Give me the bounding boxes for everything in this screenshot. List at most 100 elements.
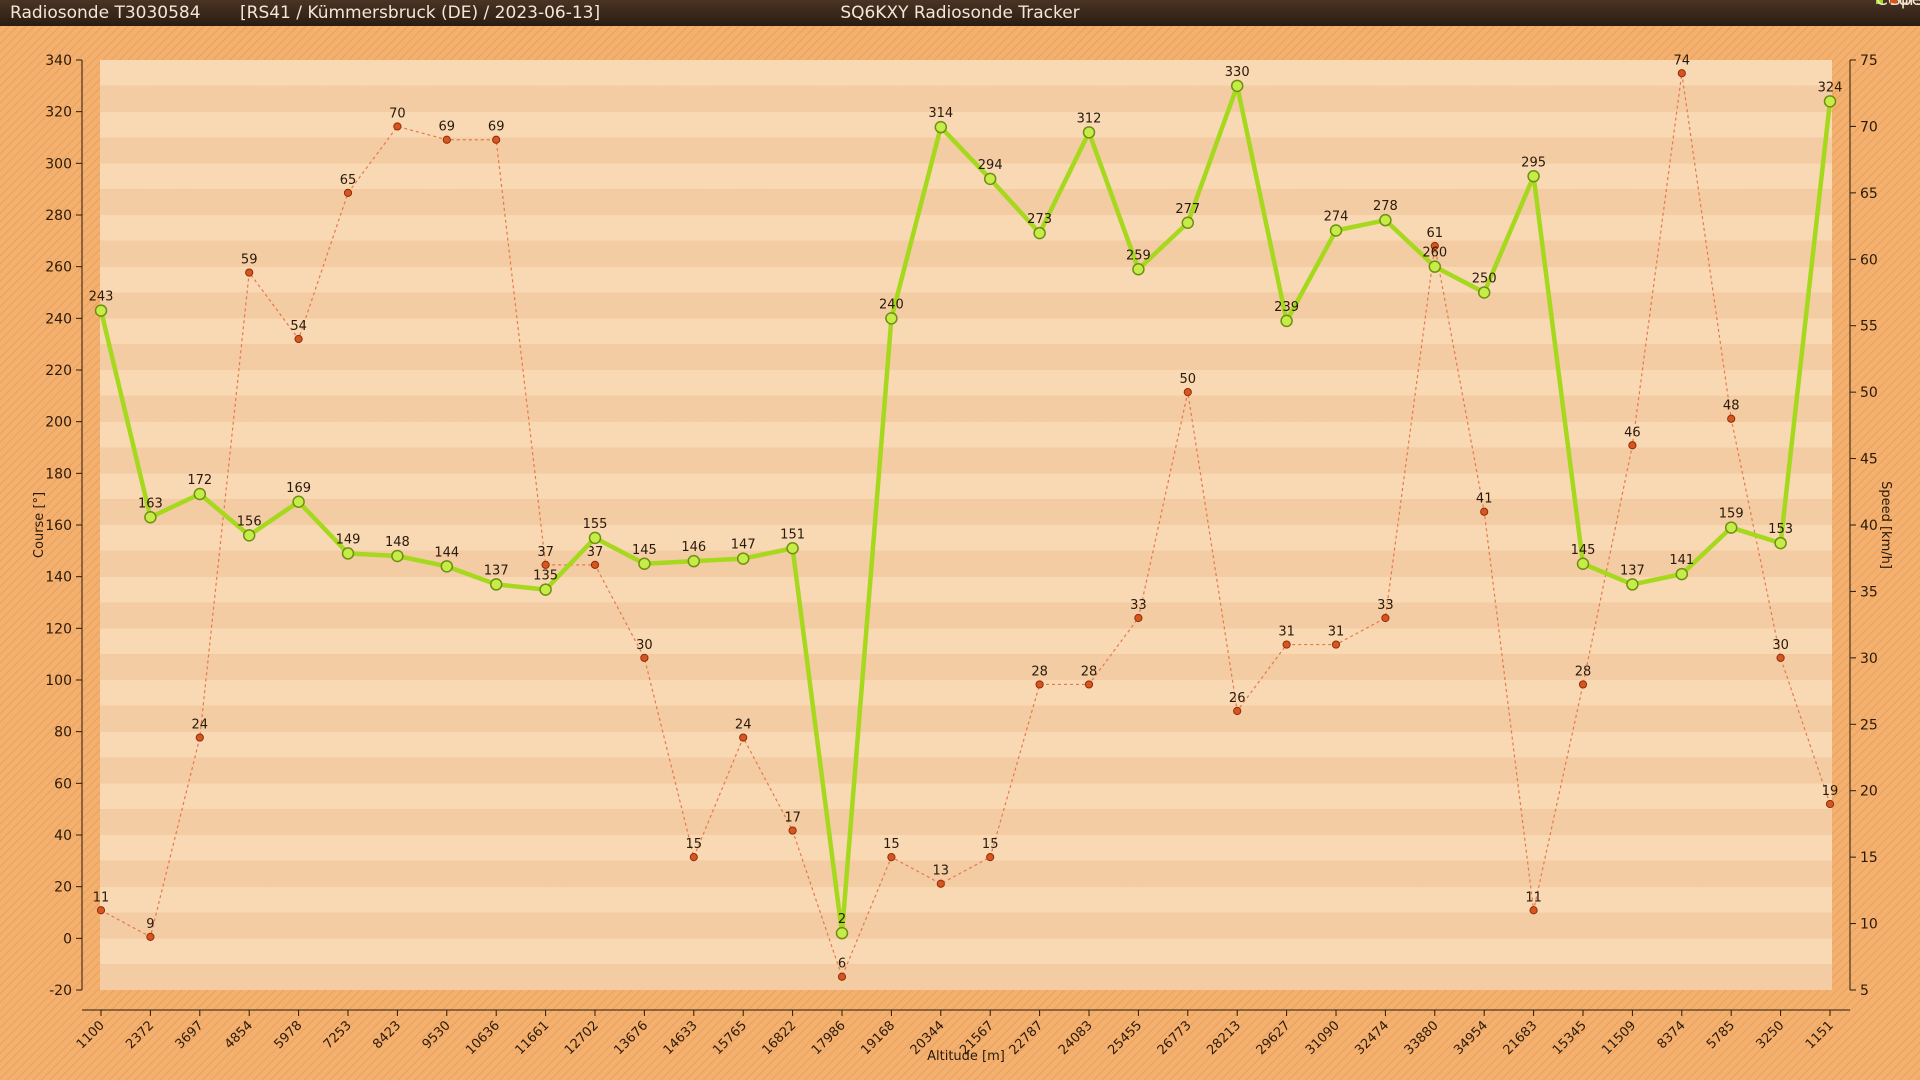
speed-data-label: 37 [587, 545, 604, 560]
speed-point [1628, 441, 1637, 450]
speed-point [492, 135, 501, 144]
speed-data-label: 46 [1624, 425, 1641, 440]
course-data-label: 243 [89, 290, 114, 305]
plot-band [100, 111, 1832, 138]
course-point [1724, 521, 1738, 534]
speed-data-label: 69 [439, 120, 456, 135]
speed-data-label: 33 [1377, 598, 1394, 613]
speed-data-label: 26 [1229, 691, 1246, 706]
speed-data-label: 50 [1180, 372, 1197, 387]
course-point [736, 552, 750, 565]
speed-data-label: 61 [1427, 226, 1444, 241]
course-point [1379, 213, 1392, 227]
legend-speed-label: Speed [km/h] [1890, 0, 1920, 10]
plot-band [100, 240, 1832, 267]
course-data-label: 330 [1225, 65, 1250, 80]
course-point [1280, 314, 1293, 328]
plot-band [100, 60, 1832, 86]
speed-data-label: 28 [1031, 664, 1048, 679]
sonde-id: Radiosonde T3030584 [10, 3, 201, 23]
left-tick-label: 100 [45, 673, 72, 689]
plot-band [100, 886, 1832, 913]
plot-band [100, 421, 1832, 448]
course-data-label: 141 [1669, 553, 1694, 568]
plot-band [100, 602, 1832, 629]
course-point [1132, 263, 1145, 276]
speed-data-label: 54 [290, 319, 307, 334]
speed-data-label: 24 [735, 718, 752, 733]
course-point [391, 549, 404, 563]
speed-data-label: 13 [933, 864, 950, 879]
left-axis-title: Course [°] [32, 492, 47, 558]
speed-point [1183, 388, 1192, 397]
course-data-label: 273 [1027, 212, 1052, 227]
plot-band [100, 783, 1832, 810]
right-tick-label: 60 [1860, 252, 1878, 268]
speed-point [837, 972, 847, 981]
speed-data-label: 59 [241, 253, 258, 268]
plot-band [100, 525, 1832, 551]
course-data-label: 147 [731, 538, 756, 553]
left-tick-label: 260 [45, 260, 72, 276]
course-point [1626, 578, 1639, 591]
right-tick-label: 75 [1860, 53, 1878, 69]
course-point [292, 495, 305, 508]
speed-point [1677, 69, 1686, 78]
course-point [341, 547, 355, 560]
speed-point [146, 932, 155, 941]
course-data-label: 259 [1126, 248, 1151, 263]
course-data-label: 135 [533, 569, 558, 584]
speed-point [1578, 680, 1588, 689]
course-data-label: 260 [1422, 246, 1447, 261]
speed-data-label: 70 [389, 106, 406, 121]
plot-band [100, 835, 1832, 861]
course-point [1181, 216, 1195, 229]
plot-band [100, 757, 1832, 784]
course-point [144, 511, 157, 524]
speed-data-label: 28 [1081, 664, 1098, 679]
speed-point [1134, 613, 1143, 623]
speed-point [1035, 680, 1044, 689]
course-data-label: 149 [336, 532, 361, 547]
speed-data-label: 30 [1772, 638, 1789, 653]
plot-band [100, 964, 1832, 990]
speed-data-label: 17 [784, 811, 801, 826]
course-data-label: 274 [1324, 210, 1349, 225]
course-point [1576, 557, 1590, 570]
left-tick-label: 140 [45, 570, 72, 586]
course-data-label: 278 [1373, 199, 1398, 214]
speed-data-label: 15 [982, 837, 999, 852]
course-data-label: 172 [187, 473, 212, 488]
left-tick-label: 120 [45, 621, 72, 637]
course-point [440, 560, 454, 573]
course-point [489, 578, 503, 591]
course-data-label: 163 [138, 496, 163, 511]
right-tick-label: 10 [1860, 917, 1878, 933]
left-tick-label: 180 [45, 466, 72, 482]
course-point [1774, 536, 1787, 550]
course-data-label: 155 [583, 517, 608, 532]
speed-point [294, 334, 303, 344]
left-tick-label: 340 [45, 53, 72, 69]
course-point [193, 487, 207, 501]
speed-data-label: 69 [488, 120, 505, 135]
course-point [1428, 260, 1442, 273]
left-tick-label: 200 [45, 415, 72, 431]
speed-data-label: 31 [1278, 625, 1295, 640]
left-tick-label: 320 [45, 105, 72, 121]
speed-data-label: 11 [93, 890, 110, 905]
course-point [835, 926, 849, 940]
course-data-label: 137 [484, 563, 509, 578]
speed-data-label: 15 [686, 837, 703, 852]
left-tick-label: 220 [45, 363, 72, 379]
speed-point [393, 122, 402, 131]
course-data-label: 250 [1472, 272, 1497, 287]
right-tick-label: 50 [1860, 385, 1878, 401]
plot-band [100, 189, 1832, 215]
speed-point [640, 653, 649, 662]
course-data-label: 314 [928, 106, 953, 121]
speed-point [1282, 640, 1291, 649]
plot-band [100, 705, 1832, 732]
left-tick-label: 240 [45, 311, 72, 327]
right-tick-label: 70 [1860, 119, 1878, 135]
